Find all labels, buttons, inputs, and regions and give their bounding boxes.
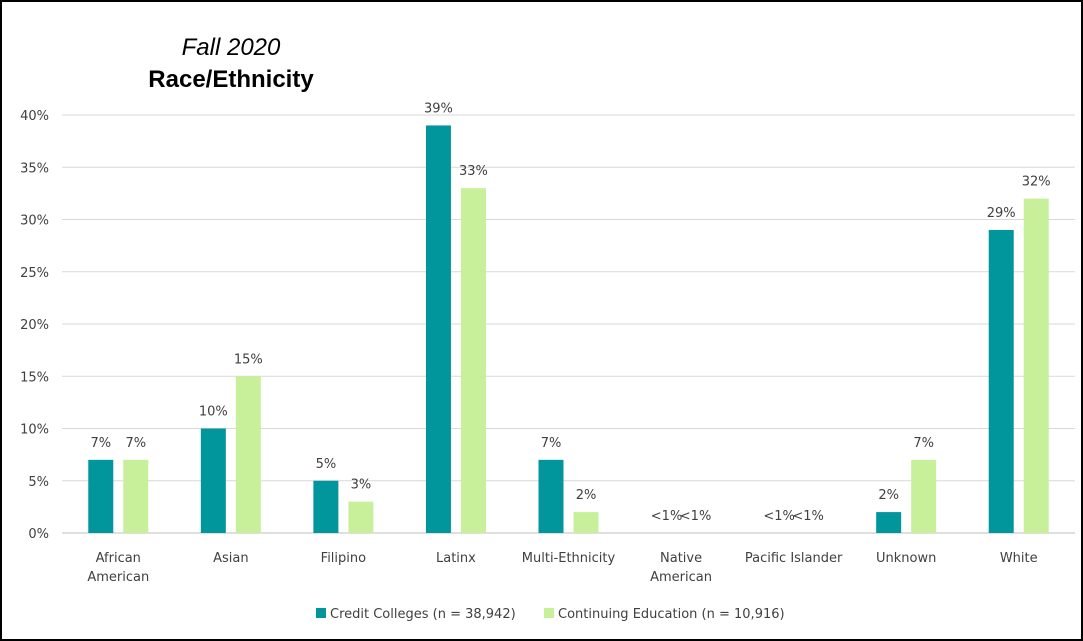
bar-continuing (235, 376, 261, 533)
y-tick-label: 15% (20, 370, 49, 385)
data-label: <1% (680, 509, 712, 524)
data-label: 7% (541, 436, 562, 451)
y-tick-label: 5% (28, 475, 49, 490)
category-label: White (1000, 551, 1038, 566)
data-label: 7% (125, 436, 146, 451)
data-label: 29% (987, 206, 1016, 221)
data-label: 5% (316, 457, 337, 472)
category-label: Native (660, 551, 702, 566)
bar-continuing (348, 501, 374, 533)
bar-continuing (123, 459, 149, 533)
legend-swatch (316, 608, 326, 618)
data-label: <1% (763, 509, 795, 524)
legend-swatch (544, 608, 554, 618)
bar-credit (538, 459, 564, 533)
category-label: Filipino (321, 551, 366, 566)
y-tick-label: 35% (20, 161, 49, 176)
category-label: Latinx (436, 551, 476, 566)
category-labels: African American Asian Filipino Latinx Multi-… (87, 551, 1037, 585)
y-tick-label: 40% (20, 109, 49, 124)
data-label: 32% (1022, 175, 1051, 190)
bar-credit (425, 125, 451, 533)
category-label: Unknown (876, 551, 936, 566)
legend: Credit Colleges (n = 38,942) Continuing E… (316, 607, 785, 622)
data-label: 2% (576, 488, 597, 503)
bar-credit (313, 480, 339, 533)
y-tick-label: 10% (20, 423, 49, 438)
data-label: 7% (913, 436, 934, 451)
data-labels: 7% 7%10%15%5%3%39%33%7%2%<1%<1% <1%<1%2%7%… (90, 101, 1050, 524)
category-label: African (96, 551, 141, 566)
y-axis-ticks: 0% 5% 10% 15% 20% 25% 30% 35% 40% (20, 109, 49, 542)
data-label: 33% (459, 164, 488, 179)
bar-continuing (460, 188, 486, 533)
data-label: 7% (90, 436, 111, 451)
bar-credit (200, 428, 226, 533)
legend-label: Continuing Education (n = 10,916) (558, 607, 785, 622)
y-tick-label: 30% (20, 214, 49, 229)
bars (88, 125, 1049, 533)
bar-credit (876, 512, 902, 533)
y-tick-label: 20% (20, 318, 49, 333)
data-label: <1% (792, 509, 824, 524)
data-label: 39% (424, 101, 453, 116)
data-label: 2% (878, 488, 899, 503)
bar-continuing (573, 512, 599, 533)
chart-subtitle: Fall 2020 (182, 34, 281, 61)
category-label: Asian (213, 551, 248, 566)
category-label: American (87, 570, 149, 585)
data-label: <1% (651, 509, 683, 524)
data-label: 15% (234, 352, 263, 367)
chart-title: Race/Ethnicity (148, 66, 314, 93)
bar-credit (988, 229, 1014, 533)
y-tick-label: 25% (20, 266, 49, 281)
data-label: 10% (199, 405, 228, 420)
bar-continuing (911, 459, 937, 533)
bar-continuing (1023, 198, 1049, 533)
bar-credit (88, 459, 114, 533)
gridlines (62, 114, 1075, 534)
category-label: Pacific Islander (745, 551, 843, 566)
category-label: Multi-Ethnicity (522, 551, 616, 566)
data-label: 3% (351, 478, 372, 493)
category-label: American (650, 570, 712, 585)
y-tick-label: 0% (28, 527, 49, 542)
legend-label: Credit Colleges (n = 38,942) (330, 607, 516, 622)
